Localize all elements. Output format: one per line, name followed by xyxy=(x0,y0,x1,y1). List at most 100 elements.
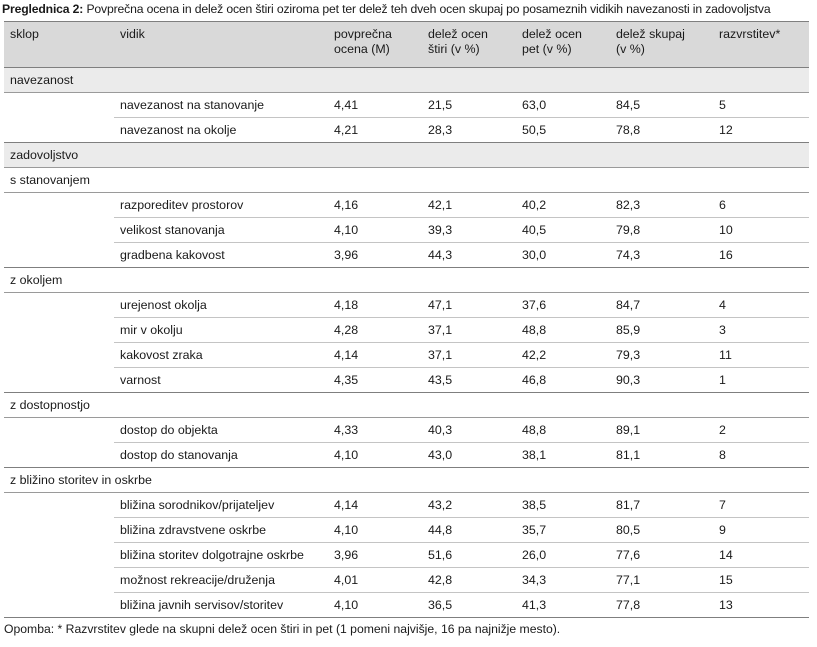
cell-ocena: 3,96 xyxy=(334,242,428,268)
cell-razvrstitev: 6 xyxy=(719,192,809,218)
cell-ocena: 4,33 xyxy=(334,417,428,443)
cell-skupaj: 85,9 xyxy=(616,317,719,343)
table-row: gradbena kakovost 3,96 44,3 30,0 74,3 16 xyxy=(4,242,809,268)
cell-vidik: navezanost na okolje xyxy=(114,117,334,143)
cell-stiri: 43,5 xyxy=(428,367,522,393)
cell-skupaj: 84,7 xyxy=(616,292,719,318)
col-header-stiri-line2: štiri (v %) xyxy=(428,42,480,56)
cell-pet: 40,5 xyxy=(522,217,616,243)
cell-skupaj: 80,5 xyxy=(616,517,719,543)
cell-ocena: 4,14 xyxy=(334,492,428,518)
cell-ocena: 4,10 xyxy=(334,517,428,543)
cell-skupaj: 89,1 xyxy=(616,417,719,443)
cell-ocena: 4,35 xyxy=(334,367,428,393)
cell-vidik: dostop do stanovanja xyxy=(114,442,334,468)
cell-razvrstitev: 1 xyxy=(719,367,809,393)
cell-razvrstitev: 7 xyxy=(719,492,809,518)
cell-razvrstitev: 3 xyxy=(719,317,809,343)
cell-pet: 50,5 xyxy=(522,117,616,143)
cell-skupaj: 81,1 xyxy=(616,442,719,468)
cell-vidik: bližina storitev dolgotrajne oskrbe xyxy=(114,542,334,568)
table-row: navezanost na stanovanje 4,41 21,5 63,0 84,5… xyxy=(4,92,809,118)
col-header-stiri-line1: delež ocen xyxy=(428,27,488,41)
cell-skupaj: 74,3 xyxy=(616,242,719,268)
cell-pet: 40,2 xyxy=(522,192,616,218)
cell-razvrstitev: 9 xyxy=(719,517,809,543)
cell-pet: 48,8 xyxy=(522,317,616,343)
col-header-ocena-line1: povprečna xyxy=(334,27,392,41)
table-row: urejenost okolja 4,18 47,1 37,6 84,7 4 xyxy=(4,292,809,318)
cell-ocena: 4,14 xyxy=(334,342,428,368)
col-header-pet-line2: pet (v %) xyxy=(522,42,572,56)
cell-ocena: 4,41 xyxy=(334,92,428,118)
empty-cell xyxy=(4,592,114,618)
cell-vidik: razporeditev prostorov xyxy=(114,192,334,218)
table-row: bližina sorodnikov/prijateljev 4,14 43,2 38… xyxy=(4,492,809,518)
cell-razvrstitev: 15 xyxy=(719,567,809,593)
header-row: sklop vidik povprečna ocena (M) delež oce… xyxy=(4,21,809,68)
empty-cell xyxy=(4,293,114,318)
col-header-skupaj: delež skupaj (v %) xyxy=(616,22,719,68)
empty-cell xyxy=(4,543,114,568)
cell-ocena: 4,01 xyxy=(334,567,428,593)
empty-cell xyxy=(4,242,114,268)
cell-skupaj: 77,6 xyxy=(616,542,719,568)
cell-ocena: 4,21 xyxy=(334,117,428,143)
col-header-ocena: povprečna ocena (M) xyxy=(334,22,428,68)
table-row: kakovost zraka 4,14 37,1 42,2 79,3 11 xyxy=(4,342,809,368)
cell-skupaj: 79,8 xyxy=(616,217,719,243)
section-label: zadovoljstvo xyxy=(10,148,79,162)
subsection-label: z okoljem xyxy=(10,273,63,287)
table-row: dostop do objekta 4,33 40,3 48,8 89,1 2 xyxy=(4,417,809,443)
table-row: bližina zdravstvene oskrbe 4,10 44,8 35,7 80… xyxy=(4,517,809,543)
empty-cell xyxy=(4,442,114,468)
section-label: navezanost xyxy=(10,73,74,87)
cell-razvrstitev: 8 xyxy=(719,442,809,468)
empty-cell xyxy=(4,93,114,118)
caption-label: Preglednica 2: xyxy=(2,2,84,16)
cell-pet: 30,0 xyxy=(522,242,616,268)
cell-vidik: varnost xyxy=(114,367,334,393)
table-row: možnost rekreacije/druženja 4,01 42,8 34,3 7… xyxy=(4,567,809,593)
table-row: razporeditev prostorov 4,16 42,1 40,2 82,3 6 xyxy=(4,192,809,218)
cell-pet: 37,6 xyxy=(522,292,616,318)
cell-pet: 34,3 xyxy=(522,567,616,593)
cell-vidik: urejenost okolja xyxy=(114,292,334,318)
cell-stiri: 44,3 xyxy=(428,242,522,268)
cell-stiri: 44,8 xyxy=(428,517,522,543)
cell-vidik: možnost rekreacije/druženja xyxy=(114,567,334,593)
cell-stiri: 43,0 xyxy=(428,442,522,468)
cell-stiri: 37,1 xyxy=(428,317,522,343)
col-header-sklop: sklop xyxy=(10,27,39,41)
cell-razvrstitev: 4 xyxy=(719,292,809,318)
subsection-row: z dostopnostjo xyxy=(4,393,809,418)
cell-stiri: 42,1 xyxy=(428,192,522,218)
empty-cell xyxy=(4,568,114,593)
cell-ocena: 4,16 xyxy=(334,192,428,218)
subsection-label: s stanovanjem xyxy=(10,173,90,187)
cell-vidik: navezanost na stanovanje xyxy=(114,92,334,118)
cell-vidik: bližina sorodnikov/prijateljev xyxy=(114,492,334,518)
empty-cell xyxy=(4,343,114,368)
cell-ocena: 4,10 xyxy=(334,442,428,468)
table-row: dostop do stanovanja 4,10 43,0 38,1 81,1 8 xyxy=(4,442,809,468)
cell-vidik: kakovost zraka xyxy=(114,342,334,368)
cell-razvrstitev: 5 xyxy=(719,92,809,118)
empty-cell xyxy=(4,193,114,218)
col-header-ocena-line2: ocena (M) xyxy=(334,42,390,56)
cell-razvrstitev: 16 xyxy=(719,242,809,268)
cell-razvrstitev: 11 xyxy=(719,342,809,368)
cell-ocena: 4,18 xyxy=(334,292,428,318)
cell-vidik: bližina zdravstvene oskrbe xyxy=(114,517,334,543)
results-table: sklop vidik povprečna ocena (M) delež oce… xyxy=(4,21,809,618)
table-caption: Preglednica 2: Povprečna ocena in delež … xyxy=(2,2,817,16)
cell-vidik: dostop do objekta xyxy=(114,417,334,443)
empty-cell xyxy=(4,318,114,343)
cell-pet: 42,2 xyxy=(522,342,616,368)
cell-razvrstitev: 12 xyxy=(719,117,809,143)
empty-cell xyxy=(4,493,114,518)
cell-vidik: gradbena kakovost xyxy=(114,242,334,268)
cell-stiri: 43,2 xyxy=(428,492,522,518)
cell-skupaj: 77,8 xyxy=(616,592,719,618)
cell-ocena: 4,10 xyxy=(334,592,428,618)
